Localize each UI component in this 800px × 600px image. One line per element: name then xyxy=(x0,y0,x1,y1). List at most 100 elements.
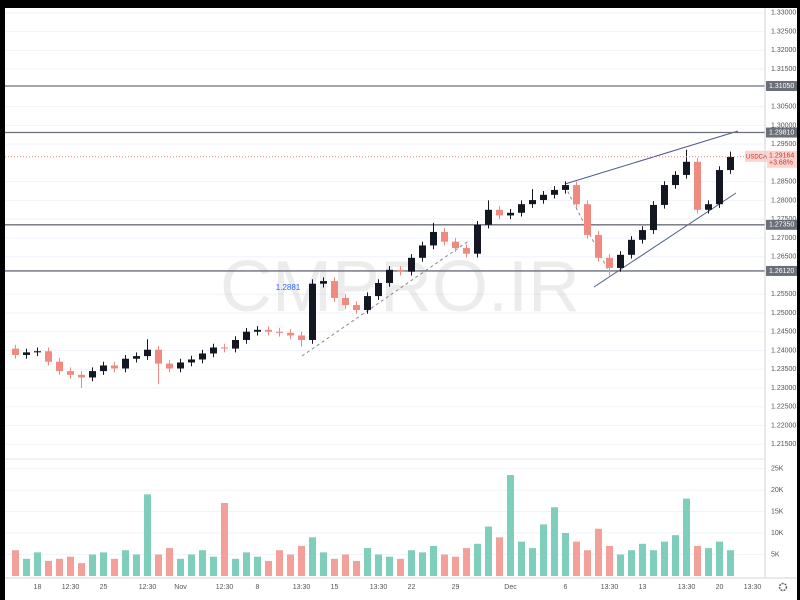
candle-body xyxy=(67,371,74,375)
level-label: 1.29810 xyxy=(769,129,794,136)
x-tick-label: 13 xyxy=(639,584,647,591)
volume-bar xyxy=(34,552,41,576)
candle-body xyxy=(353,305,360,310)
volume-bar xyxy=(595,528,602,576)
candle-body xyxy=(265,329,272,332)
volume-bar xyxy=(265,560,272,576)
volume-bar xyxy=(661,541,668,576)
volume-bar xyxy=(496,537,503,576)
volume-bar xyxy=(639,543,646,576)
candle-body xyxy=(727,156,734,171)
candle-body xyxy=(683,161,690,175)
y-tick-label: 1.28500 xyxy=(771,179,796,186)
volume-bar xyxy=(254,556,261,576)
x-tick-label: Dec xyxy=(504,584,517,591)
x-tick-label: 12:30 xyxy=(139,584,157,591)
x-tick-label: 6 xyxy=(564,584,568,591)
volume-bar xyxy=(397,558,404,576)
volume-bar xyxy=(694,545,701,576)
volume-bar xyxy=(364,548,371,576)
candle-body xyxy=(507,212,514,216)
candle-body xyxy=(331,281,338,298)
volume-bar xyxy=(408,550,415,576)
volume-bar xyxy=(650,550,657,576)
volume-bar xyxy=(683,498,690,576)
candle-body xyxy=(78,374,85,378)
candle-body xyxy=(276,331,283,333)
y-tick-label: 1.23500 xyxy=(771,366,796,373)
volume-bar xyxy=(111,558,118,576)
gear[interactable] xyxy=(778,582,788,592)
candle-body xyxy=(177,362,184,369)
y-tick-label: 1.24500 xyxy=(771,329,796,336)
volume-bar xyxy=(573,541,580,576)
candle-body xyxy=(551,189,558,195)
y-tick-label: 1.22000 xyxy=(771,422,796,429)
candle-body xyxy=(474,224,481,254)
volume-bar xyxy=(287,554,294,576)
candle-body xyxy=(221,347,228,349)
candle-body xyxy=(199,353,206,360)
settings-icon[interactable] xyxy=(778,582,788,592)
y-tick-label: 1.23000 xyxy=(771,385,796,392)
volume-bar xyxy=(441,554,448,576)
level-label: 1.31050 xyxy=(769,83,794,90)
candle-body xyxy=(309,283,316,340)
candle-body xyxy=(287,332,294,336)
y-tick-label: 1.32500 xyxy=(771,28,796,35)
volume-bar xyxy=(78,563,85,576)
level-label-box xyxy=(766,127,797,138)
dashed-line xyxy=(301,239,471,357)
candle-body xyxy=(243,331,250,340)
volume-bar xyxy=(243,552,250,576)
volume-bar xyxy=(474,543,481,576)
volume-bar xyxy=(529,548,536,576)
level-label: 1.26120 xyxy=(769,268,794,275)
y-tick-label: 1.25500 xyxy=(771,291,796,298)
volume-bar xyxy=(89,554,96,576)
volume-bar xyxy=(320,552,327,576)
volume-bar xyxy=(56,558,63,576)
volume-bar xyxy=(199,550,206,576)
candle-body xyxy=(705,204,712,210)
y-tick-label: 20K xyxy=(771,487,784,494)
candle-body xyxy=(166,363,173,369)
level-label-box xyxy=(766,219,797,230)
y-tick-label: 5K xyxy=(771,551,780,558)
volume-bar xyxy=(463,548,470,576)
candle-body xyxy=(133,356,140,359)
volume-bar xyxy=(584,550,591,576)
candle-body xyxy=(595,234,602,258)
y-tick-label: 1.29500 xyxy=(771,141,796,148)
volume-bar xyxy=(144,494,151,576)
x-tick-label: 15 xyxy=(331,584,339,591)
volume-bar xyxy=(166,548,173,576)
y-tick-label: 1.30500 xyxy=(771,103,796,110)
volume-bar xyxy=(551,507,558,576)
volume-bar xyxy=(672,535,679,576)
volume-bar xyxy=(221,502,228,576)
frame xyxy=(797,0,800,600)
x-tick-label: 13:30 xyxy=(293,584,311,591)
candle-body xyxy=(606,257,613,268)
candle-body xyxy=(386,269,393,283)
x-tick-label: 13:30 xyxy=(601,584,619,591)
candle-body xyxy=(89,371,96,378)
x-tick-label: 12:30 xyxy=(62,584,80,591)
volume-bar xyxy=(188,554,195,576)
volume-bar xyxy=(23,558,30,576)
volume-bar xyxy=(67,556,74,576)
candle-body xyxy=(430,231,437,246)
volume-bar xyxy=(606,545,613,576)
candle-body xyxy=(210,347,217,354)
candle-body xyxy=(661,185,668,205)
x-tick-label: 13:30 xyxy=(370,584,388,591)
symbol-box xyxy=(745,150,767,162)
candle-body xyxy=(34,351,41,353)
level-label-box xyxy=(766,81,797,92)
volume-bar xyxy=(430,545,437,576)
candle-body xyxy=(452,241,459,249)
y-tick-label: 1.32000 xyxy=(771,47,796,54)
candle-body xyxy=(463,248,470,254)
